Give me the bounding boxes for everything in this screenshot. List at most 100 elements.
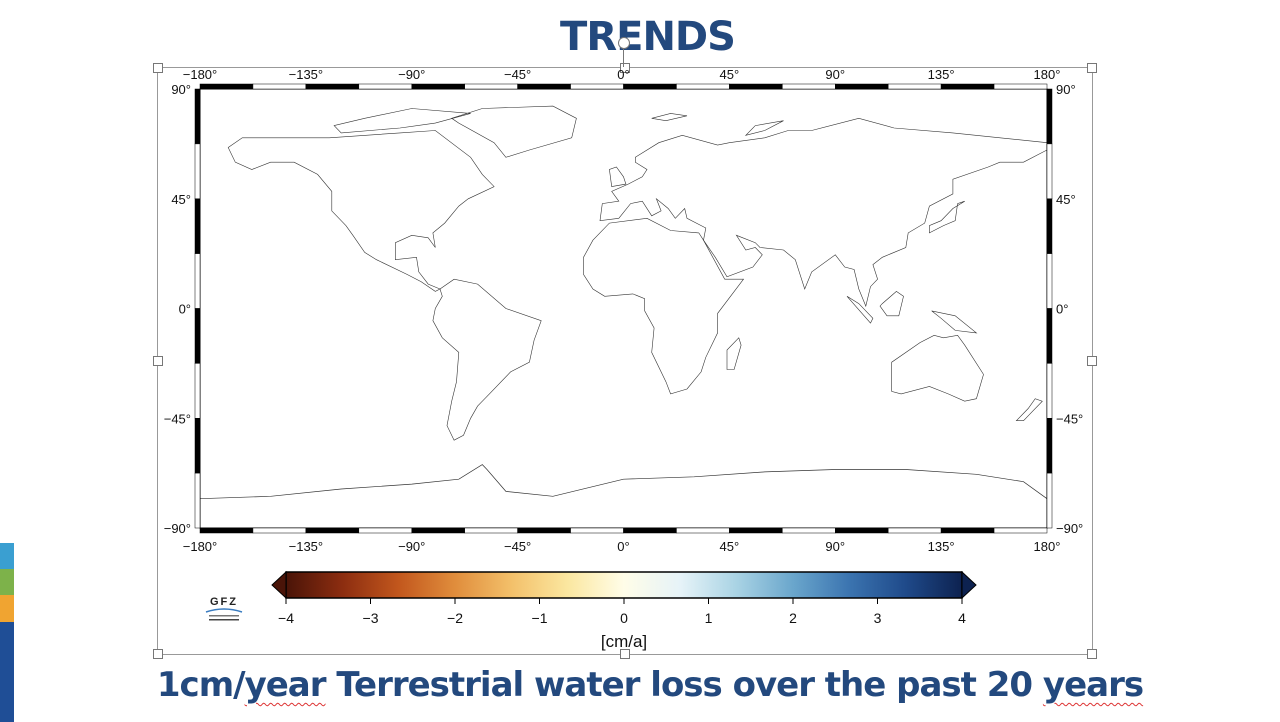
- resize-handle-ne[interactable]: [1087, 63, 1097, 73]
- coastline-greenland: [451, 105, 577, 158]
- lat-tick-right: −45°: [1056, 411, 1083, 426]
- trend-anomaly: [647, 345, 671, 369]
- frame-segment: [1046, 418, 1053, 474]
- frame-segment: [940, 527, 995, 534]
- lon-tick-top: −180°: [183, 67, 217, 82]
- trend-anomaly: [619, 243, 666, 267]
- lon-tick-bottom: 180°: [1034, 539, 1061, 554]
- trend-anomaly: [699, 165, 737, 185]
- colorbar-tick-label: −2: [447, 610, 463, 626]
- resize-handle-s[interactable]: [620, 649, 630, 659]
- trend-anomaly: [367, 155, 433, 194]
- lon-tick-top: 135°: [928, 67, 955, 82]
- lat-tick-left: −45°: [164, 411, 191, 426]
- rotate-handle-icon[interactable]: [618, 37, 630, 49]
- colorbar-tick-label: 0: [620, 610, 628, 626]
- coastlines: [199, 105, 1048, 500]
- trend-anomaly: [358, 196, 396, 216]
- lat-tick-right: −90°: [1056, 521, 1083, 536]
- trend-anomaly: [751, 250, 779, 270]
- lon-tick-top: 90°: [825, 67, 845, 82]
- lon-tick-top: 0°: [617, 67, 629, 82]
- trend-anomaly: [612, 277, 659, 292]
- trend-anomaly: [478, 113, 534, 128]
- stripe-orange: [0, 595, 14, 622]
- frame-segment: [194, 88, 201, 145]
- trend-anomaly: [894, 135, 965, 164]
- frame-segment: [194, 308, 201, 364]
- lon-tick-top: 45°: [720, 67, 740, 82]
- coastline-great-britain: [609, 166, 627, 187]
- frame-segment: [305, 527, 360, 534]
- subtitle-part-spellcheck: year: [244, 665, 327, 705]
- coastline-novaya-zemlya: [744, 120, 784, 136]
- frame-segment: [252, 527, 307, 534]
- slide-subtitle[interactable]: 1cm/year Terrestrial water loss over the…: [0, 665, 1280, 705]
- coastline-north-america: [227, 130, 495, 292]
- lon-tick-top: −45°: [504, 67, 531, 82]
- subtitle-part-spellcheck: years: [1042, 665, 1144, 705]
- frame-segment: [1046, 253, 1053, 309]
- lat-tick-right: 45°: [1056, 192, 1076, 207]
- trend-anomaly: [715, 218, 743, 238]
- lon-tick-bottom: −180°: [183, 539, 217, 554]
- frame-segment: [194, 418, 201, 474]
- frame-segment: [1046, 363, 1053, 419]
- coastline-svalbard: [651, 113, 688, 122]
- resize-handle-nw[interactable]: [153, 63, 163, 73]
- frame-segment: [1046, 472, 1053, 529]
- frame-segment: [835, 527, 889, 534]
- lat-tick-left: −90°: [164, 521, 191, 536]
- frame-segment: [199, 83, 254, 90]
- trend-anomaly: [880, 218, 908, 238]
- colorbar-unit-label: [cm/a]: [601, 632, 647, 651]
- gfz-logo-text: GFZ: [210, 596, 238, 608]
- colorbar-min-triangle: [271, 570, 287, 600]
- selected-image-frame[interactable]: [153, 63, 1097, 659]
- resize-handle-se[interactable]: [1087, 649, 1097, 659]
- lon-tick-bottom: 135°: [928, 539, 955, 554]
- trend-anomaly: [447, 304, 494, 338]
- frame-segment: [782, 83, 836, 90]
- frame-segment: [194, 253, 201, 309]
- frame-segment: [194, 472, 201, 529]
- resize-handle-w[interactable]: [153, 356, 163, 366]
- slide-title[interactable]: TRENDS: [560, 14, 736, 60]
- trend-anomaly: [468, 365, 496, 389]
- trend-anomaly: [769, 157, 807, 177]
- coastline-canadian-arctic: [333, 108, 471, 134]
- trend-anomaly: [666, 143, 722, 172]
- trend-anomaly: [824, 223, 848, 238]
- frame-segment: [517, 527, 571, 534]
- colorbar-max-triangle: [961, 570, 977, 600]
- frame-segment: [358, 83, 412, 90]
- lon-tick-top: 180°: [1034, 67, 1061, 82]
- trend-anomaly: [471, 384, 495, 404]
- frame-segment: [517, 83, 571, 90]
- map-border: [199, 88, 1048, 529]
- frame-segment: [676, 527, 730, 534]
- trend-anomaly: [833, 201, 861, 216]
- frame-segment: [729, 83, 783, 90]
- frame-segment: [252, 83, 307, 90]
- colorbar-tick-label: 3: [874, 610, 882, 626]
- frame-segment: [993, 527, 1048, 534]
- colorbar-tick-label: 2: [789, 610, 797, 626]
- trend-anomaly: [362, 160, 390, 175]
- frame-segment: [676, 83, 730, 90]
- frame-segment: [464, 83, 518, 90]
- trend-anomaly: [845, 226, 873, 246]
- resize-handle-e[interactable]: [1087, 356, 1097, 366]
- trend-anomaly: [332, 211, 351, 226]
- frame-segment: [993, 83, 1048, 90]
- lon-tick-bottom: 90°: [825, 539, 845, 554]
- resize-handle-n[interactable]: [620, 63, 630, 73]
- resize-handle-sw[interactable]: [153, 649, 163, 659]
- map-tick-labels: −180° −135° −90° −45° 0° 45° 90° 135° 18…: [164, 67, 1084, 554]
- frame-segment: [1046, 88, 1053, 145]
- coastline-madagascar: [726, 337, 742, 370]
- trend-anomaly: [793, 226, 817, 241]
- gfz-logo-subtext: [209, 615, 239, 617]
- lon-tick-top: −90°: [398, 67, 425, 82]
